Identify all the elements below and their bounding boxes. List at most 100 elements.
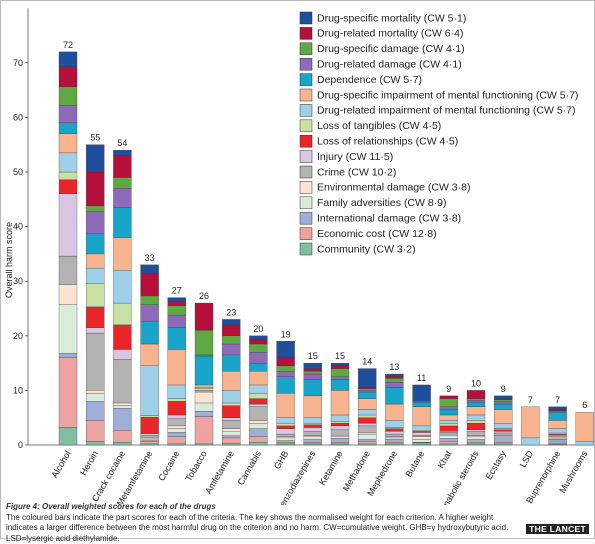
- bar-segment: [113, 238, 131, 271]
- bar-segment: [549, 411, 567, 412]
- bar-segment: [385, 437, 403, 438]
- bar-segment: [304, 363, 322, 368]
- bar-segment: [331, 377, 349, 380]
- bar-segment: [304, 425, 322, 428]
- bar-segment: [59, 305, 77, 354]
- bar-segment: [168, 349, 186, 384]
- bar-segment: [222, 344, 240, 355]
- y-tick-label: 0: [18, 440, 23, 450]
- bar-segment: [113, 430, 131, 442]
- bar-segment: [304, 396, 322, 418]
- bar-segment: [195, 390, 213, 392]
- legend-swatch: [300, 166, 312, 178]
- bar-segment: [113, 177, 131, 188]
- total-label: 15: [308, 351, 318, 361]
- bar-segment: [413, 426, 431, 430]
- y-axis-label: Overall harm score: [4, 222, 14, 298]
- total-label: 9: [501, 384, 506, 394]
- bar-segment: [141, 439, 159, 441]
- bar-segment: [277, 444, 295, 445]
- figure-title: Figure 4: Overall weighted scores for ea…: [6, 502, 526, 513]
- bar-segment: [86, 206, 104, 212]
- bar-segment: [249, 371, 267, 385]
- legend-label: Drug-specific mortality (CW 5·1): [317, 12, 466, 24]
- bar-segment: [467, 415, 485, 420]
- source-logo: THE LANCET: [526, 524, 589, 534]
- bar-segment: [304, 423, 322, 425]
- bar-segment: [168, 301, 186, 305]
- x-tick-label: Mushrooms: [557, 449, 589, 495]
- bar-segment: [141, 417, 159, 433]
- x-tick-label: LSD: [518, 449, 536, 470]
- bar-segment: [494, 431, 512, 433]
- bar-segment: [195, 388, 213, 389]
- bar-segment: [331, 444, 349, 445]
- bar-segment: [467, 440, 485, 443]
- bar-segment: [413, 443, 431, 444]
- bar-segment: [249, 407, 267, 421]
- bar-segment: [168, 444, 186, 445]
- legend-swatch: [300, 43, 312, 55]
- bar-segment: [113, 270, 131, 303]
- bar-segment: [86, 233, 104, 254]
- bar-segment: [385, 428, 403, 429]
- bar-segment: [440, 434, 458, 436]
- bar-segment: [467, 400, 485, 402]
- bar-segment: [331, 422, 349, 424]
- bar-segment: [141, 416, 159, 418]
- bar-segment: [86, 420, 104, 441]
- bar-segment: [467, 437, 485, 440]
- bar-segment: [331, 430, 349, 435]
- bar-segment: [331, 363, 349, 366]
- bar-segment: [304, 444, 322, 445]
- bar-segment: [249, 442, 267, 445]
- total-label: 7: [528, 395, 533, 405]
- bar-segment: [86, 441, 104, 445]
- bar-segment: [385, 434, 403, 437]
- bar-segment: [413, 401, 431, 402]
- bar-segment: [494, 396, 512, 399]
- bar-segment: [494, 399, 512, 400]
- legend-label: Dependence (CW 5·7): [317, 74, 422, 86]
- bar-segment: [358, 389, 376, 391]
- bar-segment: [249, 423, 267, 428]
- bar-segment: [385, 382, 403, 387]
- bar-segment: [467, 423, 485, 430]
- legend-swatch: [300, 120, 312, 132]
- total-label: 27: [172, 286, 182, 296]
- bar-segment: [141, 321, 159, 344]
- bar-segment: [467, 444, 485, 445]
- bar-segment: [59, 153, 77, 172]
- bar-segment: [576, 442, 594, 445]
- bar-segment: [195, 392, 213, 403]
- bar-segment: [440, 420, 458, 423]
- bar-segment: [385, 388, 403, 404]
- bar-segment: [168, 426, 186, 429]
- bar-segment: [59, 428, 77, 445]
- y-tick-label: 10: [13, 385, 23, 395]
- bar-segment: [358, 432, 376, 434]
- total-label: 33: [145, 253, 155, 263]
- bar-segment: [113, 150, 131, 155]
- total-label: 54: [117, 138, 127, 148]
- bar-segment: [385, 431, 403, 434]
- bar-segment: [249, 429, 267, 437]
- bar-segment: [141, 274, 159, 296]
- bar-segment: [141, 435, 159, 438]
- bar-segment: [331, 442, 349, 444]
- bar-segment: [249, 420, 267, 423]
- bar-segment: [59, 358, 77, 428]
- bar-segment: [59, 284, 77, 304]
- x-tick-label: Cannabis: [235, 449, 263, 487]
- bar-segment: [86, 390, 104, 393]
- bar-segment: [222, 390, 240, 403]
- legend-swatch: [300, 151, 312, 163]
- bar-segment: [440, 407, 458, 410]
- bar-segment: [86, 254, 104, 268]
- bar-segment: [113, 408, 131, 430]
- bar-segment: [113, 156, 131, 178]
- bar-segment: [385, 404, 403, 420]
- bar-segment: [549, 434, 567, 435]
- bar-segment: [549, 437, 567, 440]
- bar-segment: [494, 444, 512, 445]
